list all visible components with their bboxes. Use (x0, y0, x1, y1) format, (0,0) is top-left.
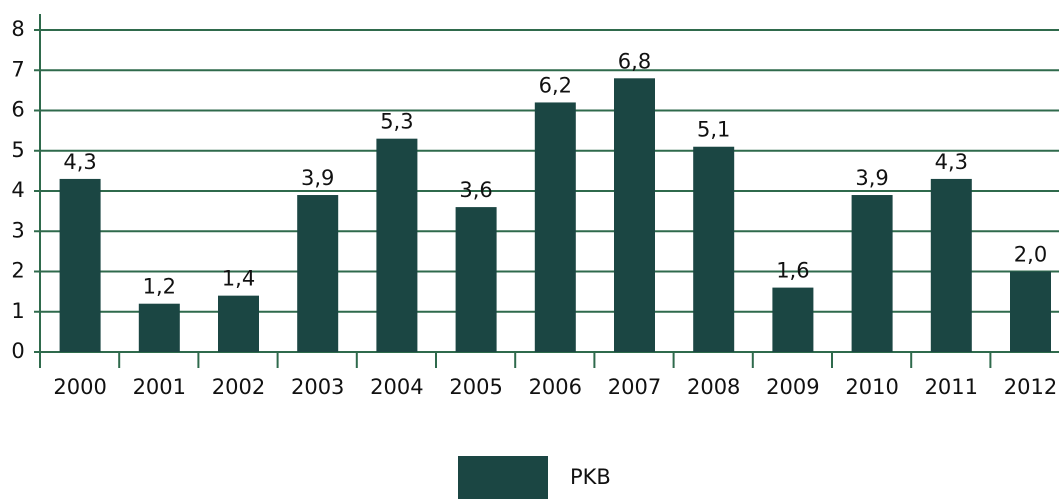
bar (59, 178, 101, 352)
value-label: 3,9 (855, 166, 888, 190)
bar (930, 178, 972, 352)
bar (1010, 271, 1051, 352)
bar (614, 78, 655, 353)
value-label: 2,0 (1014, 243, 1047, 267)
bar (851, 195, 893, 352)
y-tick-label: 4 (11, 178, 24, 202)
x-tick-label: 2006 (529, 375, 582, 399)
value-label: 4,3 (63, 150, 96, 174)
x-tick-label: 2011 (925, 375, 978, 399)
value-label: 1,2 (143, 275, 176, 299)
x-tick-label: 2004 (370, 375, 423, 399)
legend-label: PKB (570, 465, 611, 489)
y-tick-label: 1 (11, 299, 24, 323)
bar (455, 207, 497, 352)
y-tick-label: 8 (11, 17, 24, 41)
y-tick-label: 3 (11, 218, 24, 242)
x-tick-label: 2003 (291, 375, 344, 399)
value-label: 6,2 (539, 73, 572, 97)
x-tick-label: 2010 (845, 375, 898, 399)
x-tick-label: 2002 (212, 375, 265, 399)
bar (772, 287, 814, 352)
bar (297, 195, 339, 352)
y-tick-label: 5 (11, 138, 24, 162)
value-label: 3,9 (301, 166, 334, 190)
y-tick-label: 7 (11, 57, 24, 81)
value-label: 6,8 (618, 49, 651, 73)
y-tick-label: 2 (11, 259, 24, 283)
x-tick-label: 2001 (133, 375, 186, 399)
y-tick-label: 0 (11, 339, 24, 363)
x-tick-label: 2005 (449, 375, 502, 399)
value-label: 1,6 (776, 259, 809, 283)
y-tick-label: 6 (11, 98, 24, 122)
x-tick-label: 2000 (53, 375, 106, 399)
x-tick-label: 2007 (608, 375, 661, 399)
bar (218, 295, 259, 352)
bar (376, 138, 418, 352)
bar (534, 102, 576, 352)
value-label: 3,6 (459, 178, 492, 202)
value-label: 4,3 (935, 150, 968, 174)
value-label: 5,3 (380, 110, 413, 134)
bar (693, 146, 735, 352)
value-label: 5,1 (697, 118, 730, 142)
x-tick-label: 2008 (687, 375, 740, 399)
x-tick-label: 2009 (766, 375, 819, 399)
bar (138, 303, 180, 352)
legend-swatch (458, 456, 548, 499)
x-tick-label: 2012 (1004, 375, 1057, 399)
value-label: 1,4 (222, 267, 255, 291)
